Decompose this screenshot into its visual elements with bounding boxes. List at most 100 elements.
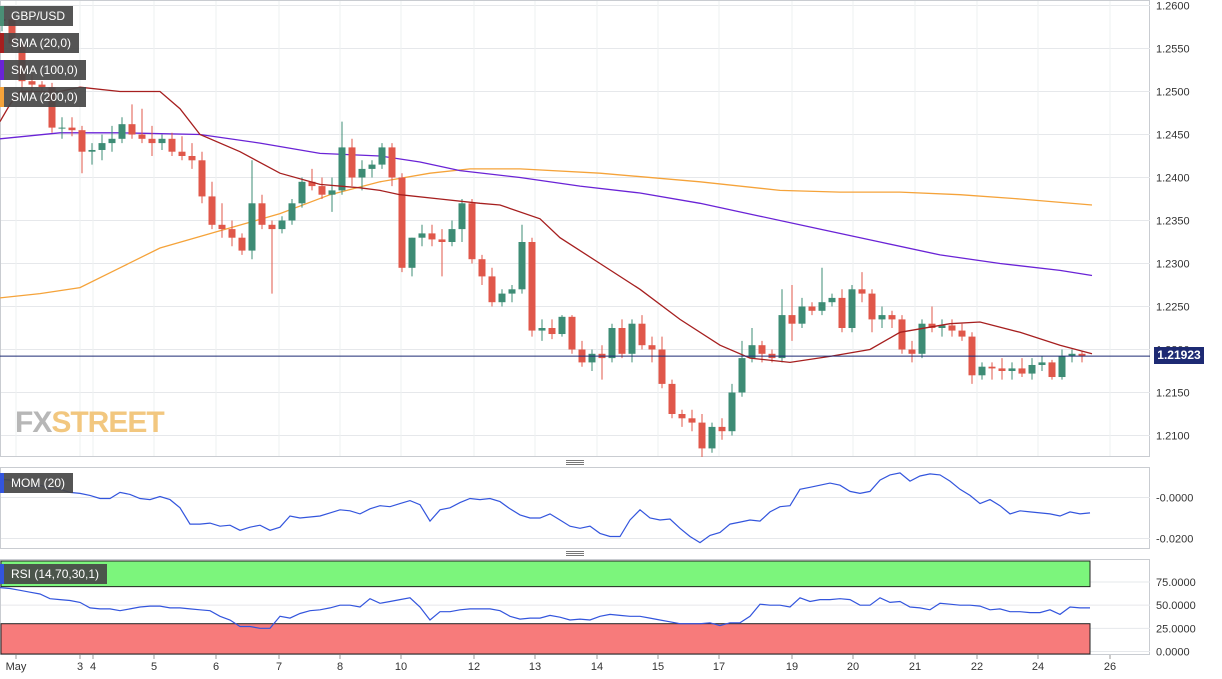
rsi-tick-label: 0.0000 (1156, 647, 1190, 659)
candle (138, 108, 146, 144)
candle (898, 315, 906, 354)
pane-splitter-bottom[interactable] (566, 551, 584, 556)
candle (788, 285, 796, 341)
candle-body (1048, 362, 1056, 378)
mom-gridlines (1, 497, 1150, 539)
candle-body (588, 353, 596, 363)
price-tick-label: 1.2600 (1156, 1, 1190, 13)
price-axis: 1.2600 1.2550 1.2500 1.2450 1.2400 1.2350 1.23… (1156, 1, 1190, 443)
candle-body (38, 84, 46, 88)
symbol-text: GBP/USD (11, 9, 66, 23)
candle (1078, 351, 1086, 363)
candle-body (148, 138, 156, 144)
candle (278, 216, 286, 234)
sma200-label[interactable]: SMA (200,0) (0, 87, 86, 107)
candle (548, 319, 556, 340)
candle (778, 289, 786, 363)
time-tick-label: 21 (909, 661, 921, 673)
candle-body (128, 124, 136, 135)
candle (288, 199, 296, 225)
time-tick-label: 24 (1032, 661, 1044, 673)
candle (78, 125, 86, 174)
candle-body (658, 349, 666, 384)
mom-label[interactable]: MOM (20) (0, 473, 73, 493)
candle (468, 199, 476, 264)
candle-body (448, 229, 456, 242)
symbol-label[interactable]: GBP/USD (0, 6, 74, 26)
candle-body (388, 147, 396, 178)
candle (648, 336, 656, 363)
price-tick-label: 1.2300 (1156, 259, 1190, 271)
candle-body (78, 130, 86, 152)
candle-body (208, 196, 216, 225)
candle-body (1028, 364, 1036, 374)
candle (128, 104, 136, 139)
candle (368, 160, 376, 178)
candle-body (748, 345, 756, 359)
candle-body (1078, 353, 1086, 357)
candle (108, 125, 116, 152)
candle-body (738, 358, 746, 393)
rsi-oversold-band (0, 623, 1091, 655)
candle-body (138, 134, 146, 139)
mom-pane (0, 467, 1150, 549)
sma200-line (0, 168, 1093, 299)
time-tick-label: 22 (971, 661, 983, 673)
candle (98, 134, 106, 161)
candle-body (558, 316, 566, 335)
candle (1038, 356, 1046, 371)
candle-body (678, 414, 686, 419)
candle (938, 319, 946, 337)
candle-body (1068, 353, 1076, 357)
candle-body (298, 181, 306, 204)
candle-body (1018, 368, 1026, 374)
candle-body (908, 349, 916, 354)
candle (418, 224, 426, 247)
sma100-label[interactable]: SMA (100,0) (0, 60, 86, 80)
logo-part2: STREET (51, 406, 164, 439)
mom-tick-label: -0.0000 (1156, 493, 1193, 505)
candle (408, 237, 416, 277)
price-tick-label: 1.2500 (1156, 87, 1190, 99)
candle-body (438, 239, 446, 242)
pane-splitter-top[interactable] (566, 460, 584, 465)
candle-body (818, 302, 826, 311)
time-tick-label: 26 (1104, 661, 1116, 673)
candle-body (838, 297, 846, 328)
price-tick-label: 1.2350 (1156, 216, 1190, 228)
candle-body (898, 319, 906, 350)
candle-body (338, 147, 346, 191)
candle (248, 160, 256, 260)
time-tick-label: 14 (591, 661, 603, 673)
candle (218, 203, 226, 238)
candle-body (288, 203, 296, 221)
price-tick-label: 1.2450 (1156, 130, 1190, 142)
candle (528, 237, 536, 337)
candle-body (728, 392, 736, 432)
candle (818, 267, 826, 316)
candle (508, 285, 516, 303)
candle-body (118, 124, 126, 139)
sma20-label[interactable]: SMA (20,0) (0, 33, 80, 53)
candle (208, 181, 216, 230)
candle-body (888, 315, 896, 320)
candle-body (218, 224, 226, 230)
rsi-label[interactable]: RSI (14,70,30,1) (0, 564, 108, 584)
candle-body (708, 426, 716, 449)
candle (888, 310, 896, 328)
candle-body (988, 366, 996, 369)
candle-body (188, 156, 196, 161)
candle-body (958, 330, 966, 337)
candle (638, 315, 646, 350)
symbol-swatch (0, 6, 4, 26)
mom-swatch (0, 473, 4, 493)
candle-body (328, 190, 336, 195)
candle (808, 302, 816, 316)
time-tick-label: 20 (847, 661, 859, 673)
candle-body (548, 328, 556, 335)
logo-part1: FX (15, 406, 52, 439)
candle-body (878, 315, 886, 320)
candle-body (48, 87, 56, 128)
mom-line (0, 472, 1091, 544)
